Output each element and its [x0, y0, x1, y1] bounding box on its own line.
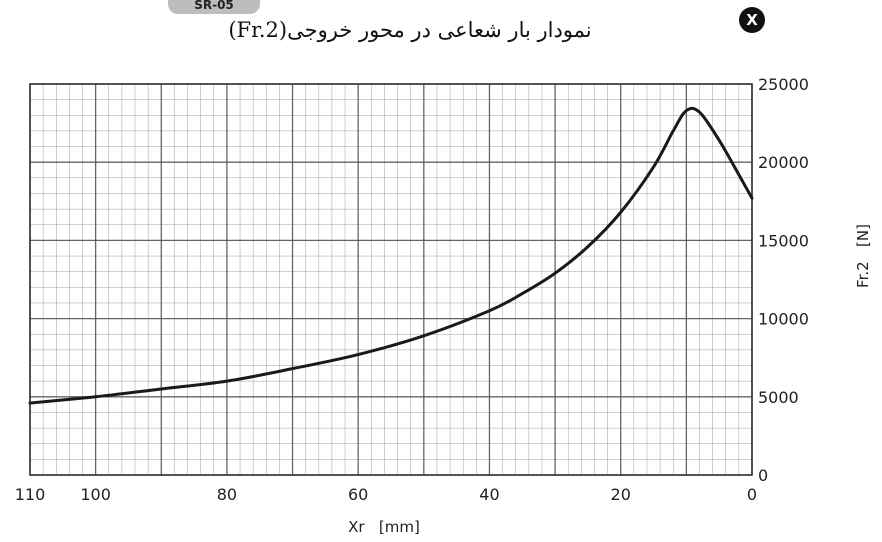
- y-tick-label: 20000: [758, 153, 809, 172]
- tab-label: SR-05: [168, 0, 260, 14]
- x-tick-label: 0: [747, 485, 757, 504]
- plot-frame: [29, 83, 753, 476]
- y-tick-label: 0: [758, 466, 768, 485]
- x-tick-label: 40: [479, 485, 499, 504]
- x-tick-label: 110: [15, 485, 46, 504]
- y-tick-label: 25000: [758, 75, 809, 94]
- x-tick-label: 60: [348, 485, 368, 504]
- x-tick-label: 80: [217, 485, 237, 504]
- x-axis-label: Xr [mm]: [348, 518, 420, 536]
- x-tick-label: 100: [80, 485, 111, 504]
- y-tick-label: 10000: [758, 310, 809, 329]
- chart-title: نمودار بار شعاعی در محور خروجی(Fr.2): [228, 18, 592, 42]
- x-tick-label: 20: [611, 485, 631, 504]
- y-tick-label: 15000: [758, 231, 809, 250]
- y-axis-label: Fr.2 [N]: [854, 224, 872, 288]
- y-tick-label: 5000: [758, 388, 799, 407]
- grid-minor: [30, 84, 752, 475]
- series-line: [28, 106, 754, 405]
- close-badge-icon[interactable]: X: [739, 7, 765, 33]
- x-ticks: 110 100 80 60 40 20 0: [15, 485, 757, 504]
- grid-major: [29, 83, 753, 476]
- y-ticks: 0 5000 10000 15000 20000 25000: [758, 75, 809, 485]
